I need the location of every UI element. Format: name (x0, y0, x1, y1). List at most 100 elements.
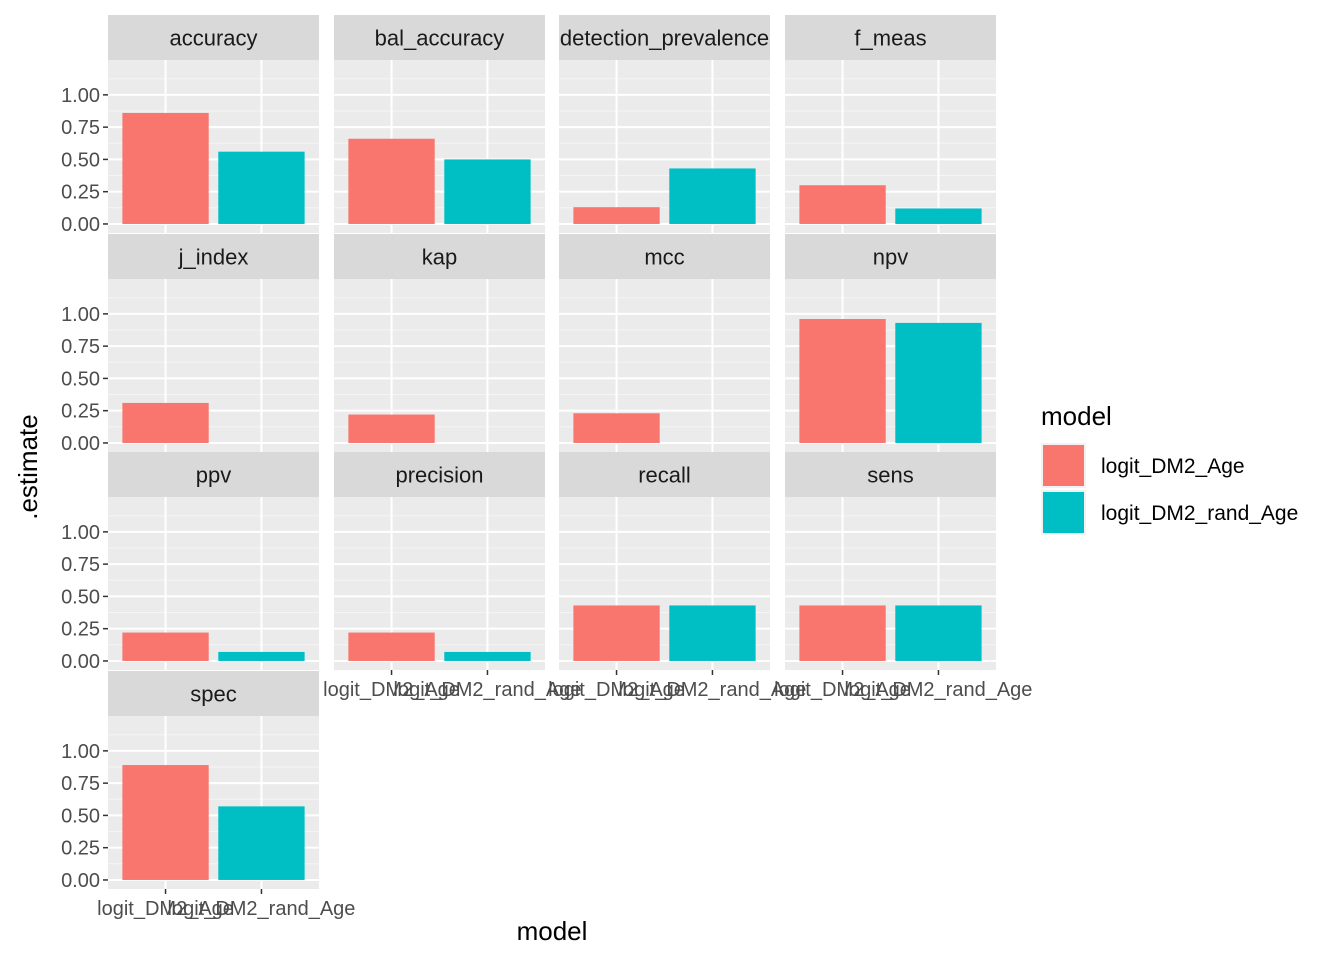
y-tick-label: 0.25 (61, 401, 100, 423)
y-tick-label: 0.00 (61, 214, 100, 236)
strip-label: j_index (178, 245, 249, 270)
facet-panel-ppv: ppv 0.00 0.25 0.50 0.75 1.00 (61, 452, 319, 673)
bar-logit_DM2_Age (122, 112, 209, 224)
strip-background (108, 452, 319, 497)
strip-label: ppv (196, 463, 231, 488)
facet-panel-j_index: j_index 0.00 0.25 0.50 0.75 1.00 (61, 234, 319, 455)
bar-logit_DM2_Age (573, 605, 660, 661)
bar-logit_DM2_rand_Age (218, 806, 305, 880)
bar-logit_DM2_Age (122, 765, 209, 880)
bar-logit_DM2_Age (122, 632, 209, 661)
bar-logit_DM2_rand_Age (218, 651, 305, 661)
strip-label: npv (873, 245, 908, 270)
legend-label: logit_DM2_rand_Age (1101, 502, 1298, 525)
x-tick-label: logit_DM2_rand_Age (845, 679, 1033, 701)
x-axis-title: model (517, 916, 588, 946)
y-tick-label: 0.50 (61, 149, 100, 171)
x-tick-label: logit_DM2_Age (323, 679, 460, 701)
y-tick-label: 0.00 (61, 651, 100, 673)
y-tick-label: 1.00 (61, 304, 100, 326)
y-tick-label: 1.00 (61, 741, 100, 763)
strip-background (108, 234, 319, 279)
strip-label: kap (422, 245, 457, 270)
facet-panel-npv: npv (785, 234, 996, 452)
strip-label: sens (867, 463, 913, 488)
bar-logit_DM2_Age (348, 138, 435, 224)
strip-background (559, 15, 770, 60)
y-tick-label: 1.00 (61, 522, 100, 544)
bar-logit_DM2_Age (573, 207, 660, 224)
bar-logit_DM2_rand_Age (669, 168, 756, 224)
facet-panel-accuracy: accuracy 0.00 0.25 0.50 0.75 1.00 (61, 15, 319, 236)
strip-background (785, 15, 996, 60)
y-tick-label: 0.75 (61, 336, 100, 358)
x-tick-label: logit_DM2_Age (548, 679, 685, 701)
bar-logit_DM2_rand_Age (444, 651, 531, 661)
y-tick-label: 1.00 (61, 85, 100, 107)
bar-logit_DM2_Age (122, 402, 209, 443)
bar-logit_DM2_Age (799, 185, 886, 224)
strip-background (108, 15, 319, 60)
facet-panels: accuracy 0.00 0.25 0.50 0.75 1.00 bal_accuracy… (61, 15, 1032, 920)
facet-panel-mcc: mcc (559, 234, 770, 452)
legend-title: model (1041, 401, 1112, 431)
bar-logit_DM2_rand_Age (218, 151, 305, 224)
bar-logit_DM2_Age (799, 605, 886, 661)
strip-background (785, 234, 996, 279)
y-tick-label: 0.50 (61, 368, 100, 390)
strip-background (559, 234, 770, 279)
x-tick-label: logit_DM2_rand_Age (394, 679, 582, 701)
y-tick-label: 0.75 (61, 773, 100, 795)
strip-label: f_meas (854, 26, 926, 51)
y-tick-label: 0.25 (61, 619, 100, 641)
strip-label: detection_prevalence (560, 26, 769, 51)
x-tick-label: logit_DM2_Age (774, 679, 911, 701)
y-tick-label: 0.25 (61, 182, 100, 204)
y-axis-title: .estimate (13, 414, 43, 520)
y-tick-label: 0.50 (61, 805, 100, 827)
strip-background (108, 671, 319, 716)
strip-background (334, 234, 545, 279)
legend: model logit_DM2_Age logit_DM2_rand_Age (1041, 401, 1298, 535)
strip-label: accuracy (169, 26, 257, 51)
facet-panel-bal_accuracy: bal_accuracy (334, 15, 545, 233)
y-tick-label: 0.75 (61, 554, 100, 576)
y-tick-label: 0.75 (61, 117, 100, 139)
strip-label: bal_accuracy (375, 26, 505, 51)
strip-background (334, 452, 545, 497)
strip-background (785, 452, 996, 497)
bar-logit_DM2_Age (573, 413, 660, 443)
bar-logit_DM2_rand_Age (895, 322, 982, 443)
legend-label: logit_DM2_Age (1101, 455, 1245, 478)
y-tick-label: 0.00 (61, 433, 100, 455)
bar-logit_DM2_Age (799, 319, 886, 443)
bar-logit_DM2_rand_Age (669, 605, 756, 661)
strip-label: spec (190, 682, 236, 707)
bar-logit_DM2_rand_Age (444, 159, 531, 224)
x-tick-label: logit_DM2_Age (97, 898, 234, 920)
x-tick-label: logit_DM2_rand_Age (168, 898, 356, 920)
legend-swatch (1043, 445, 1084, 486)
y-tick-label: 0.50 (61, 586, 100, 608)
strip-background (559, 452, 770, 497)
bar-logit_DM2_rand_Age (895, 605, 982, 661)
legend-swatch (1043, 492, 1084, 533)
facet-panel-detection_prevalence: detection_prevalence (559, 15, 770, 233)
y-tick-label: 0.25 (61, 838, 100, 860)
strip-background (334, 15, 545, 60)
facet-panel-spec: spec 0.00 0.25 0.50 0.75 1.00 logit_DM2_Agelog… (61, 671, 355, 920)
strip-label: recall (638, 463, 691, 488)
bar-logit_DM2_Age (348, 414, 435, 443)
bar-logit_DM2_rand_Age (895, 208, 982, 224)
facet-panel-kap: kap (334, 234, 545, 452)
x-tick-label: logit_DM2_rand_Age (619, 679, 807, 701)
y-tick-label: 0.00 (61, 870, 100, 892)
facet-panel-f_meas: f_meas (785, 15, 996, 233)
strip-label: mcc (644, 245, 684, 270)
strip-label: precision (395, 463, 483, 488)
bar-logit_DM2_Age (348, 632, 435, 661)
